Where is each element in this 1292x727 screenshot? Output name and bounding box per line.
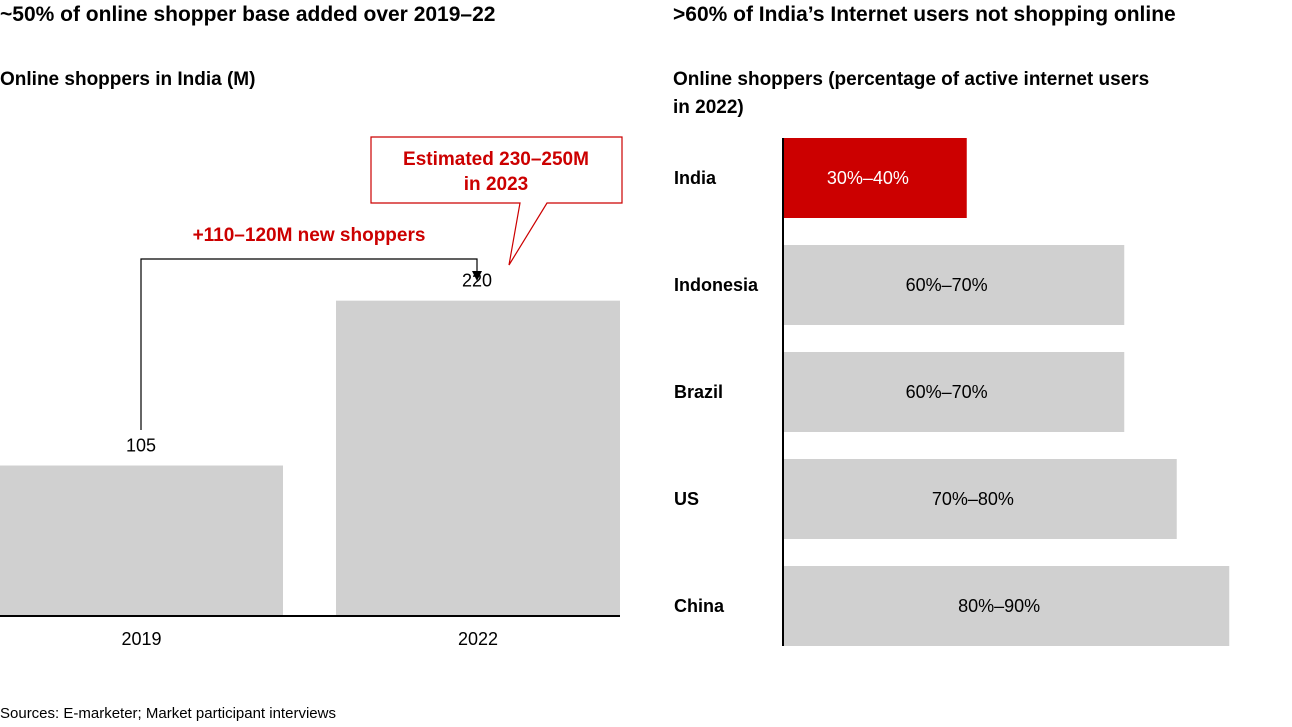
bar-india: [783, 138, 967, 218]
left-chart-subtitle: Online shoppers in India (M): [0, 69, 256, 90]
bar-value-label-india: 30%–40%: [827, 168, 909, 188]
y-category-label-china: China: [674, 596, 725, 616]
bar-us: [783, 459, 1177, 539]
bar-value-label-indonesia: 60%–70%: [906, 275, 988, 295]
right-chart-subtitle-line1: Online shoppers (percentage of active in…: [673, 69, 1150, 90]
right-chart-subtitle-line2: in 2022): [673, 97, 744, 118]
y-category-label-brazil: Brazil: [674, 382, 723, 402]
right-chart-title: >60% of India’s Internet users not shopp…: [673, 3, 1176, 26]
callout-text-line1: Estimated 230–250M: [403, 149, 589, 170]
bar-2022: [336, 300, 620, 616]
bar-value-label-brazil: 60%–70%: [906, 382, 988, 402]
x-tick-label-2019: 2019: [121, 629, 161, 649]
estimate-callout: Estimated 230–250M in 2023: [370, 136, 623, 266]
left-chart-title: ~50% of online shopper base added over 2…: [0, 3, 496, 26]
bar-value-label-china: 80%–90%: [958, 596, 1040, 616]
bar-indonesia: [783, 245, 1125, 325]
bar-china: [783, 566, 1230, 646]
growth-annotation: +110–120M new shoppers: [140, 225, 482, 430]
callout-text-line2: in 2023: [464, 174, 528, 195]
bar-2019: [0, 465, 283, 616]
callout-box: [370, 136, 623, 266]
left-bar-chart: 10520192202022: [0, 271, 620, 649]
y-category-label-india: India: [674, 168, 717, 188]
growth-arrowhead: [472, 271, 482, 281]
growth-bracket-line: [140, 258, 478, 430]
source-note: Sources: E-marketer; Market participant …: [0, 705, 336, 722]
bar-brazil: [783, 352, 1125, 432]
right-bar-chart: 30%–40% India 60%–70% Indonesia 60%–70% Brazi…: [674, 138, 1230, 646]
y-category-label-us: US: [674, 489, 699, 509]
x-tick-label-2022: 2022: [458, 629, 498, 649]
bar-value-label-us: 70%–80%: [932, 489, 1014, 509]
y-category-label-indonesia: Indonesia: [674, 275, 759, 295]
bar-value-label-2019: 105: [126, 436, 156, 456]
growth-label: +110–120M new shoppers: [193, 225, 426, 246]
